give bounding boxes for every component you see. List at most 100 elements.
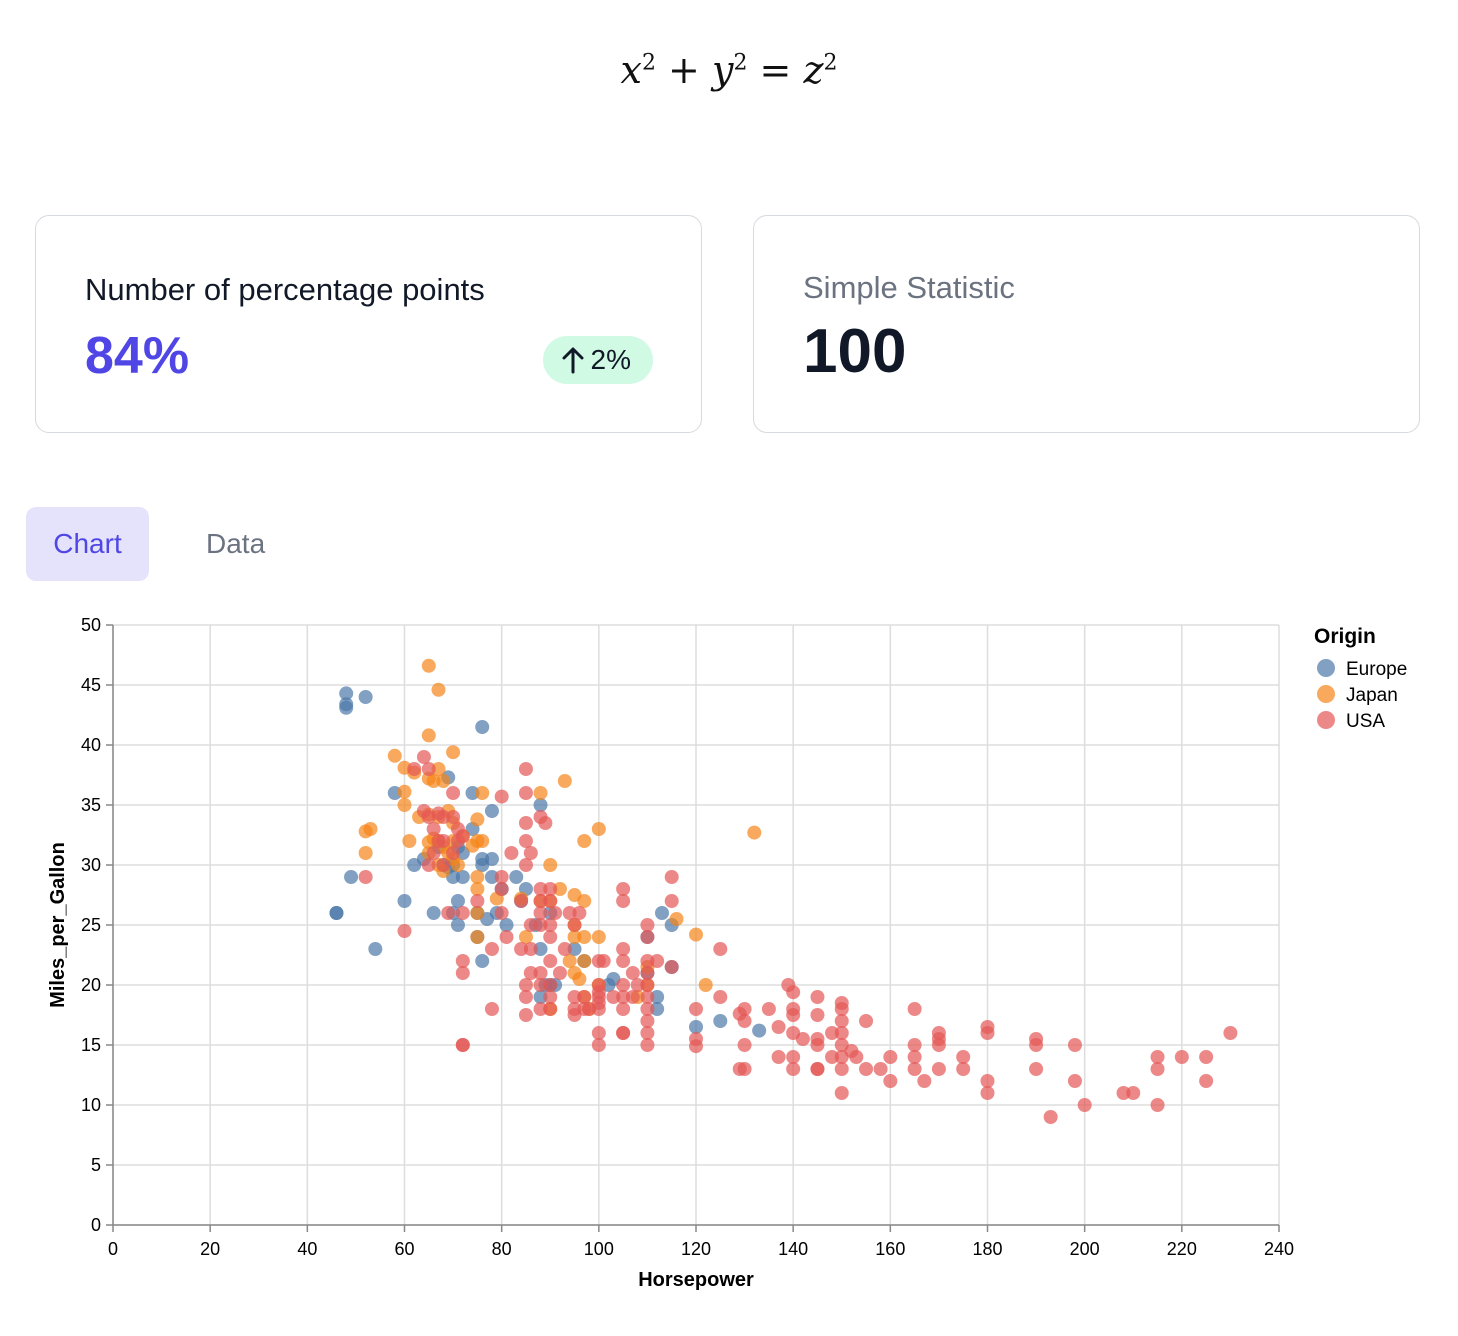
data-point-japan: [436, 774, 451, 788]
data-point-usa: [664, 870, 679, 884]
data-point-japan: [387, 748, 402, 763]
delta-value: 2%: [590, 344, 631, 375]
data-point-usa: [737, 1014, 752, 1028]
data-point-usa: [1067, 1038, 1082, 1052]
data-point-usa: [421, 762, 436, 776]
data-point-usa: [859, 1062, 874, 1076]
x-axis-label: Horsepower: [638, 1269, 754, 1291]
formula-exp: 2: [823, 50, 838, 76]
data-point-japan: [591, 930, 606, 944]
data-point-japan: [470, 930, 485, 944]
data-point-japan: [562, 954, 577, 968]
grid: [112, 624, 1280, 1226]
tab-data[interactable]: Data: [206, 528, 266, 559]
data-point-usa: [543, 930, 558, 944]
data-point-usa: [737, 1062, 752, 1076]
data-point-europe: [713, 1014, 728, 1028]
data-point-usa: [664, 960, 679, 974]
data-point-usa: [543, 918, 558, 932]
data-point-japan: [577, 930, 592, 944]
data-point-usa: [980, 1086, 995, 1100]
data-point-usa: [562, 906, 577, 920]
data-point-usa: [625, 990, 640, 1004]
arrow-up-icon: [562, 347, 584, 374]
y-tick-label: 10: [81, 1095, 101, 1115]
data-point-usa: [1116, 1086, 1131, 1100]
y-tick-label: 20: [81, 975, 101, 995]
data-point-europe: [533, 798, 548, 812]
x-tick-label: 0: [108, 1239, 118, 1259]
data-point-usa: [956, 1050, 971, 1064]
formula-op-equals: =: [759, 48, 792, 92]
y-tick-label: 35: [81, 795, 101, 815]
data-point-usa: [518, 990, 533, 1004]
data-point-usa: [484, 942, 499, 956]
data-point-usa: [591, 996, 606, 1010]
data-point-europe: [368, 942, 383, 956]
data-point-usa: [591, 985, 606, 1000]
data-point-usa: [397, 924, 412, 938]
data-point-usa: [640, 930, 655, 944]
data-point-usa: [426, 822, 441, 836]
data-point-japan: [475, 834, 490, 848]
data-point-usa: [1126, 1086, 1141, 1100]
data-point-usa: [523, 918, 538, 932]
data-point-europe: [484, 804, 499, 818]
data-point-europe: [533, 942, 548, 956]
data-point-usa: [810, 1038, 825, 1052]
data-point-usa: [446, 810, 461, 824]
data-point-usa: [416, 750, 431, 764]
x-tick-label: 80: [492, 1239, 512, 1259]
data-point-japan: [552, 882, 567, 896]
data-point-usa: [616, 882, 631, 896]
data-point-usa: [441, 906, 456, 920]
data-point-japan: [397, 784, 412, 799]
data-point-japan: [421, 658, 436, 673]
data-point-japan: [426, 774, 441, 788]
tab-chart[interactable]: Chart: [26, 507, 149, 581]
data-point-usa: [980, 1026, 995, 1040]
data-point-europe: [752, 1023, 767, 1038]
data-point-usa: [518, 786, 533, 800]
data-point-usa: [873, 1062, 888, 1076]
data-point-japan: [591, 822, 606, 836]
data-point-europe: [654, 906, 669, 920]
data-point-usa: [810, 990, 825, 1004]
data-point-usa: [630, 978, 645, 992]
data-point-usa: [761, 1002, 776, 1016]
data-point-japan: [446, 745, 461, 760]
data-point-usa: [640, 1026, 655, 1040]
data-point-usa: [455, 966, 470, 980]
data-point-usa: [1199, 1050, 1214, 1064]
data-point-usa: [931, 1062, 946, 1076]
data-point-europe: [650, 990, 665, 1004]
data-point-japan: [470, 882, 485, 896]
data-point-usa: [567, 918, 582, 932]
data-point-usa: [518, 858, 533, 872]
data-point-europe: [329, 906, 344, 920]
data-point-usa: [810, 1008, 825, 1022]
legend-label-usa: USA: [1346, 711, 1385, 732]
data-point-usa: [786, 1062, 801, 1076]
y-tick-label: 15: [81, 1035, 101, 1055]
data-point-usa: [572, 906, 587, 920]
data-point-usa: [518, 816, 533, 830]
data-point-japan: [698, 978, 713, 992]
y-tick-label: 25: [81, 915, 101, 935]
data-point-usa: [689, 1002, 703, 1016]
data-point-usa: [786, 985, 801, 1000]
data-point-europe: [455, 870, 470, 884]
data-point-usa: [407, 762, 422, 776]
x-tick-label: 60: [394, 1239, 414, 1259]
data-point-usa: [523, 966, 538, 980]
data-point-usa: [640, 978, 655, 992]
data-point-europe: [499, 918, 514, 932]
data-point-europe: [484, 852, 499, 866]
formula-var-x: x: [620, 48, 642, 92]
metric-title: Simple Statistic: [803, 270, 1015, 305]
data-point-japan: [669, 912, 684, 926]
data-point-usa: [1199, 1074, 1214, 1088]
data-point-europe: [450, 918, 465, 932]
data-point-japan: [577, 834, 592, 848]
points: [329, 658, 1238, 1124]
